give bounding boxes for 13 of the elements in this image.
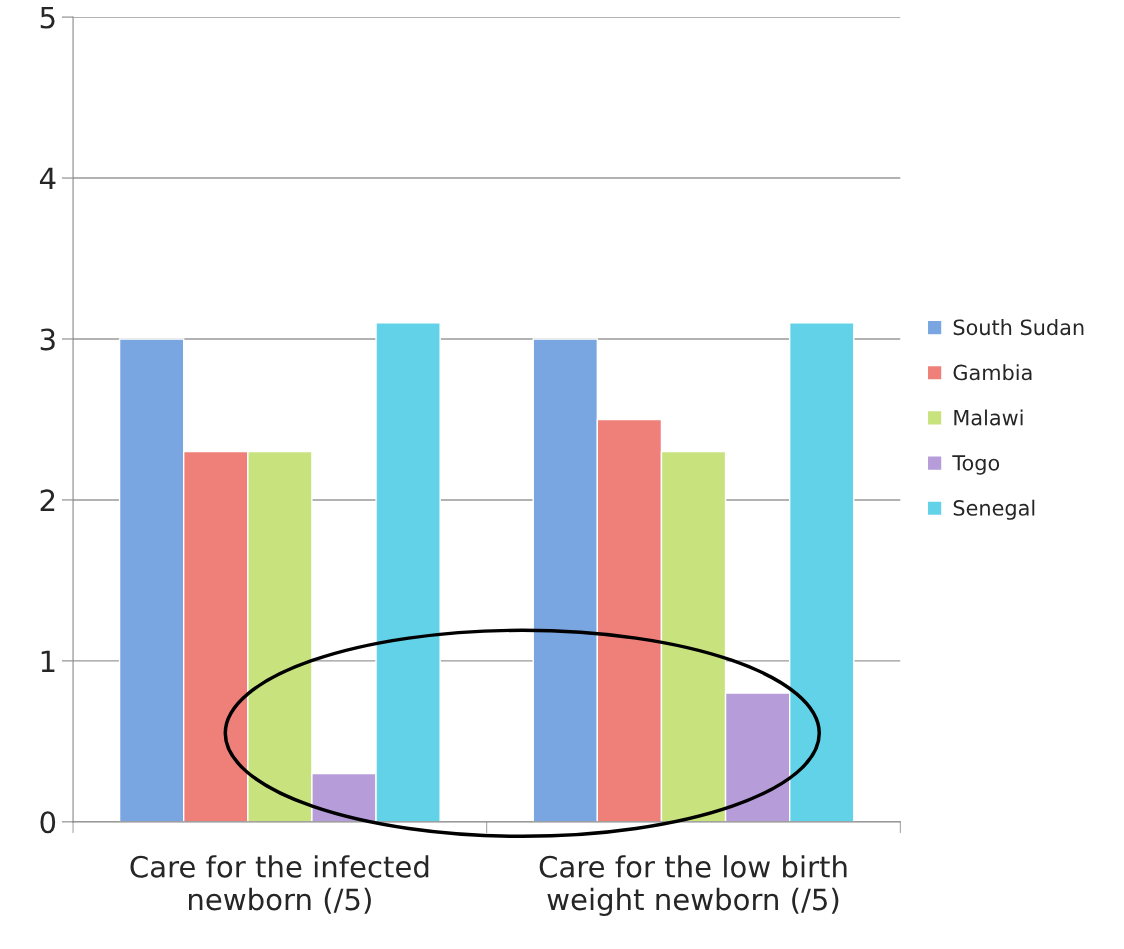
y-tick-label: 0 bbox=[40, 811, 56, 834]
y-tick-label: 3 bbox=[40, 328, 55, 351]
y-tick-label: 5 bbox=[40, 6, 55, 29]
legend-label: Gambia bbox=[953, 364, 1032, 381]
legend-label: South Sudan bbox=[953, 319, 1084, 336]
y-tick-label: 1 bbox=[41, 650, 55, 672]
legend-label: Togo bbox=[952, 455, 1000, 475]
x-tick-label: Care for the infected newborn (/5) bbox=[130, 855, 429, 914]
y-tick-label: 4 bbox=[39, 167, 56, 190]
y-tick-label: 2 bbox=[40, 489, 55, 512]
legend-label: Senegal bbox=[953, 499, 1035, 520]
legend-label: Malawi bbox=[954, 409, 1023, 426]
x-tick-label: Care for the low birth weight newborn (/5) bbox=[539, 855, 847, 917]
